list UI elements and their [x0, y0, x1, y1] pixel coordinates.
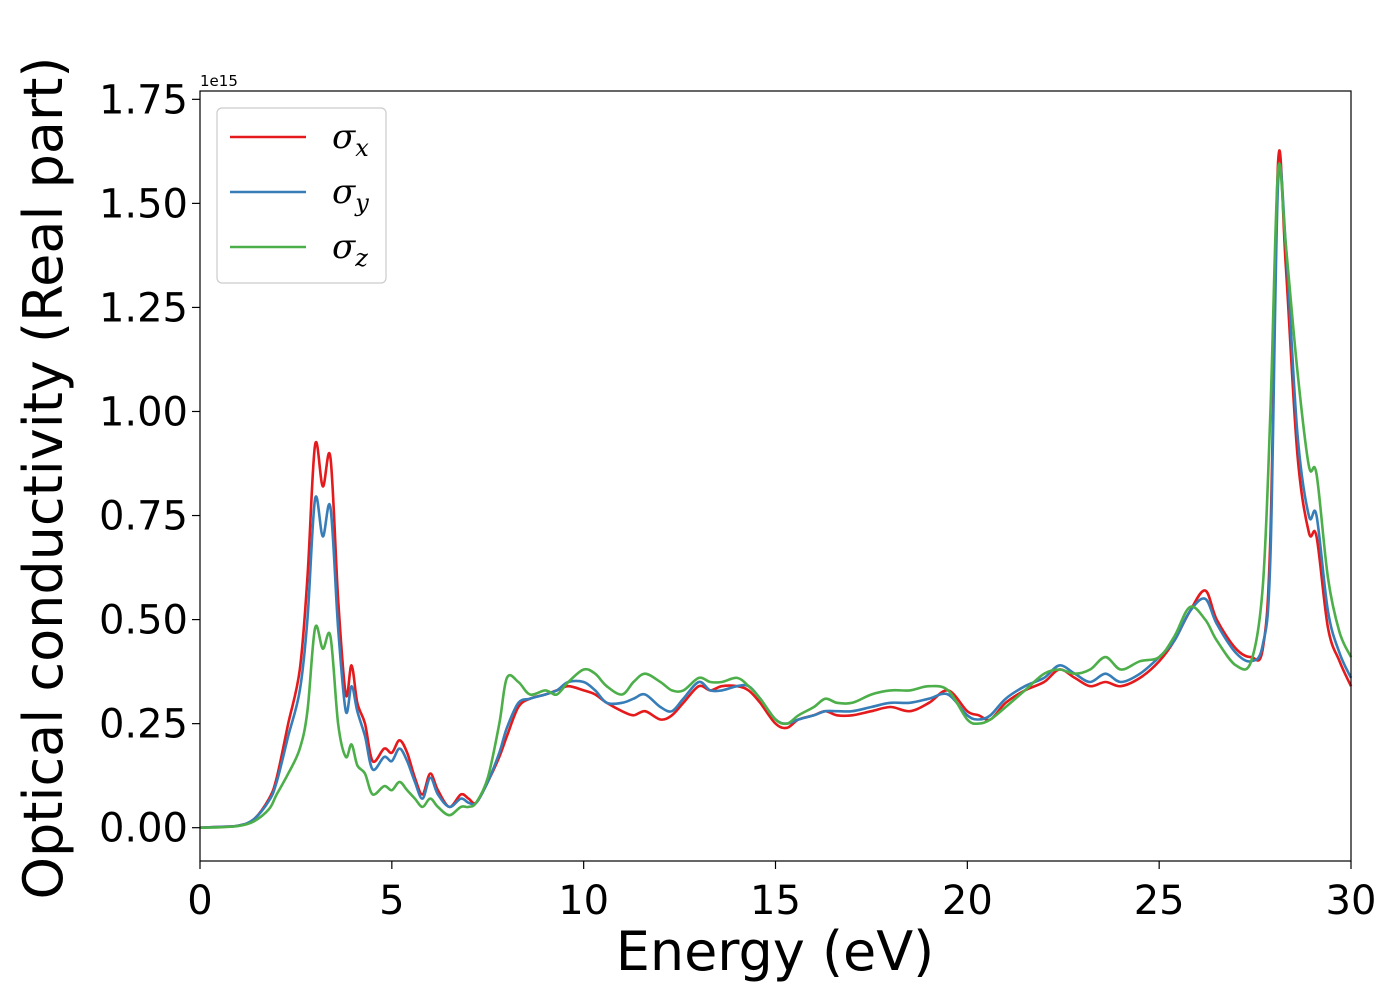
y-tick-label: 1.50 — [99, 181, 188, 227]
x-axis: 0 5 10 15 20 25 30 — [187, 861, 1376, 924]
x-tick-label: 20 — [942, 878, 993, 924]
legend: σx σy σz — [216, 107, 387, 284]
y-tick-label: 1.75 — [99, 77, 188, 123]
y-offset-label: 1e15 — [200, 72, 238, 90]
y-axis: 0.00 0.25 0.50 0.75 1.00 1.25 1.50 1.75 — [99, 77, 200, 852]
y-tick-label: 0.75 — [99, 494, 188, 540]
x-tick-label: 10 — [558, 878, 609, 924]
y-axis-title: Optical conductivity (Real part) — [12, 57, 75, 900]
x-axis-title: Energy (eV) — [616, 920, 935, 983]
x-tick-label: 0 — [187, 878, 212, 924]
legend-label-sigma-x: σx — [332, 117, 369, 162]
x-tick-label: 25 — [1134, 878, 1185, 924]
y-tick-label: 0.00 — [99, 806, 188, 852]
y-tick-label: 1.00 — [99, 389, 188, 435]
series-line-sigma-y — [199, 163, 1353, 829]
series-line-sigma-x — [199, 149, 1353, 829]
y-tick-label: 0.50 — [99, 598, 188, 644]
legend-label-sigma-y: σy — [332, 172, 369, 217]
y-tick-label: 0.25 — [99, 702, 188, 748]
x-tick-label: 30 — [1326, 878, 1377, 924]
legend-label-sigma-z: σz — [332, 227, 368, 272]
legend-box — [216, 107, 387, 284]
x-tick-label: 15 — [750, 878, 801, 924]
series-line-sigma-z — [199, 162, 1353, 829]
plot-area — [199, 149, 1353, 829]
x-tick-label: 5 — [379, 878, 404, 924]
y-tick-label: 1.25 — [99, 285, 188, 331]
